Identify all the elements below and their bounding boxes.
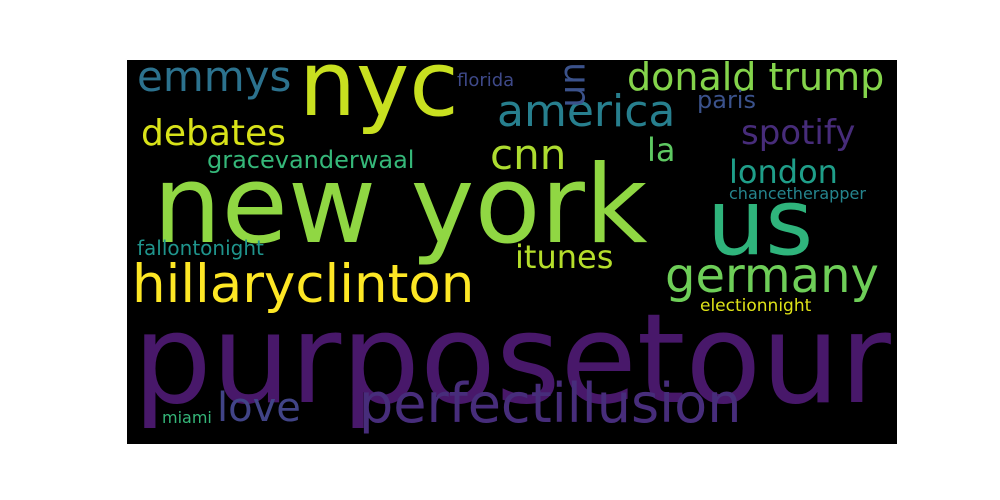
word-cloud: purposetour new york nyc us perfectillus… [127, 60, 897, 444]
word-purposetour: purposetour [133, 288, 891, 432]
word-debates: debates [141, 113, 286, 154]
word-nyc: nyc [299, 60, 459, 137]
word-hillaryclinton: hillaryclinton [132, 254, 475, 315]
word-us: us [707, 169, 814, 276]
word-germany: germany [665, 248, 879, 304]
word-emmys: emmys [137, 60, 292, 101]
word-chancetherapper: chancetherapper [729, 184, 866, 203]
word-spotify: spotify [741, 113, 856, 153]
word-new-york: new york [153, 143, 648, 268]
word-florida: florida [457, 70, 515, 91]
word-la: la [647, 131, 676, 169]
word-un: un [556, 62, 597, 108]
word-perfectillusion: perfectillusion [359, 372, 742, 435]
word-paris: paris [697, 86, 756, 114]
word-electionnight: electionnight [700, 296, 812, 316]
word-love: love [217, 385, 301, 431]
word-cnn: cnn [490, 130, 567, 179]
word-london: london [729, 153, 838, 191]
word-donald-trump: donald trump [627, 60, 885, 99]
word-itunes: itunes [515, 238, 614, 276]
word-fallontonight: fallontonight [137, 236, 264, 260]
word-gracevanderwaal: gracevanderwaal [207, 146, 415, 174]
word-america: america [497, 86, 676, 137]
word-miami: miami [162, 408, 212, 427]
